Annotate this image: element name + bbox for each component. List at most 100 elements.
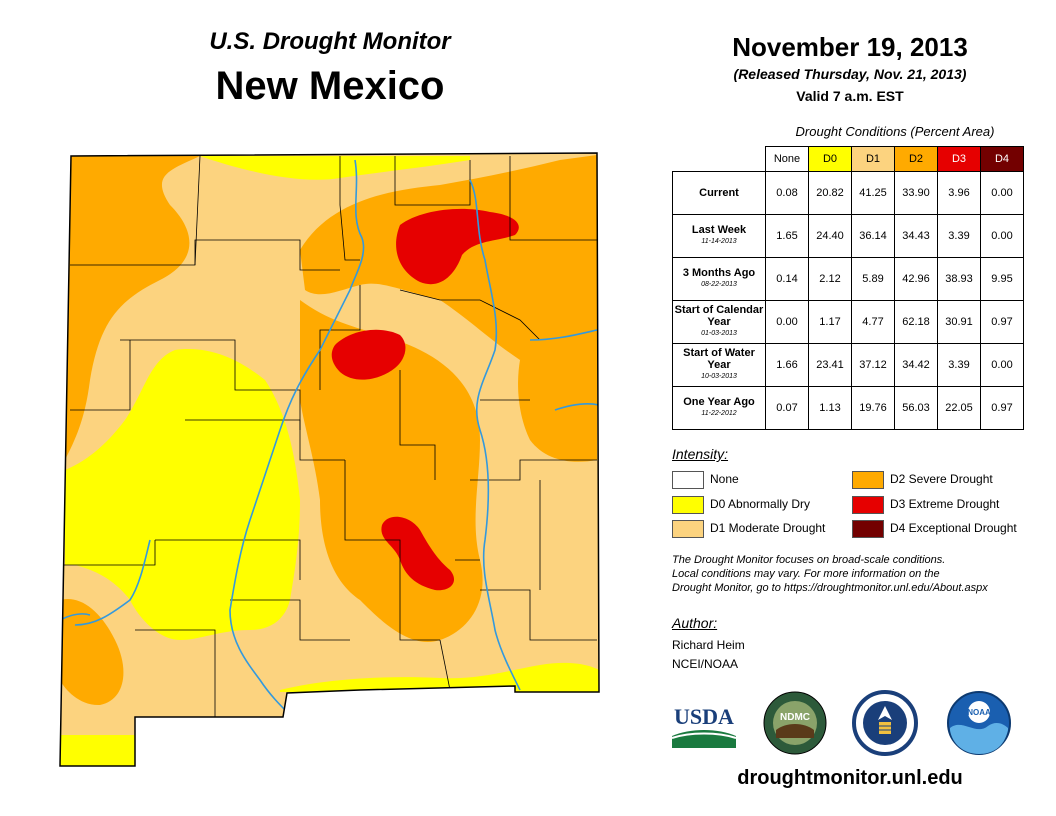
table-row: Start of Calendar Year 01-03-2013 0.00 1.17… [672, 300, 1024, 344]
table-cell: 62.18 [894, 300, 938, 344]
table-cell: 0.00 [765, 300, 809, 344]
row-date: 08-22-2013 [701, 281, 737, 288]
row-label: Current [672, 171, 766, 215]
table-cell: 0.97 [980, 386, 1024, 430]
state-outline [59, 152, 600, 767]
legend-item-d3: D3 Extreme Drought [852, 495, 1000, 514]
table-cell: 22.05 [937, 386, 981, 430]
table-row: Last Week 11-14-2013 1.65 24.40 36.14 34.43 3.… [672, 214, 1024, 258]
row-date: 11-22-2012 [701, 410, 737, 417]
legend-label: D2 Severe Drought [890, 472, 993, 486]
legend-item-d2: D2 Severe Drought [852, 470, 993, 489]
d3-area-northeast [396, 208, 519, 285]
legend-title: Intensity: [672, 446, 729, 462]
legend-item-d0: D0 Abnormally Dry [672, 495, 810, 514]
table-cell: 30.91 [937, 300, 981, 344]
table-cell: 3.39 [937, 214, 981, 258]
table-cell: 3.96 [937, 171, 981, 215]
row-label: Last Week 11-14-2013 [672, 214, 766, 258]
row-date: 10-03-2013 [701, 373, 737, 380]
svg-text:NDMC: NDMC [780, 712, 810, 723]
table-cell: 9.95 [980, 257, 1024, 301]
table-cell: 1.13 [808, 386, 852, 430]
table-row: Current 0.08 20.82 41.25 33.90 3.96 0.00 [672, 171, 1024, 215]
d0-area-west [65, 349, 300, 640]
table-cell: 24.40 [808, 214, 852, 258]
row-label: Start of Calendar Year 01-03-2013 [672, 300, 766, 344]
note-line: The Drought Monitor focuses on broad-sca… [672, 554, 946, 566]
table-row: One Year Ago 11-22-2012 0.07 1.13 19.76 56.03… [672, 386, 1024, 430]
d2-area-east [518, 330, 597, 462]
legend-label: D3 Extreme Drought [890, 497, 1000, 511]
map-date: November 19, 2013 [732, 32, 968, 62]
row-label: 3 Months Ago 08-22-2013 [672, 257, 766, 301]
table-cell: 34.43 [894, 214, 938, 258]
legend-swatch [852, 495, 884, 514]
row-label-text: Current [699, 187, 739, 199]
legend-swatch [672, 495, 704, 514]
author-org: NCEI/NOAA [672, 657, 739, 671]
county-boundaries [60, 155, 597, 717]
legend-item-d4: D4 Exceptional Drought [852, 519, 1017, 538]
table-cell: 56.03 [894, 386, 938, 430]
release-date: (Released Thursday, Nov. 21, 2013) [733, 66, 967, 82]
legend-swatch [672, 519, 704, 538]
col-header-d3: D3 [937, 146, 981, 172]
table-cell: 0.00 [980, 171, 1024, 215]
d0-area-north [200, 156, 470, 180]
table-cell: 34.42 [894, 343, 938, 387]
table-cell: 5.89 [851, 257, 895, 301]
conditions-caption: Drought Conditions (Percent Area) [795, 124, 995, 139]
d0-area-corner [60, 735, 135, 766]
table-cell: 37.12 [851, 343, 895, 387]
table-row: 3 Months Ago 08-22-2013 0.14 2.12 5.89 42.96 3… [672, 257, 1024, 301]
d3-area-south [381, 516, 455, 591]
row-label-text: Start of Calendar Year [674, 304, 764, 328]
noaa-logo: NOAA [947, 691, 1011, 755]
d3-area-center [331, 329, 406, 380]
col-header-none: None [765, 146, 809, 172]
table-corner [673, 147, 766, 172]
table-cell: 0.97 [980, 300, 1024, 344]
col-header-d0: D0 [808, 146, 852, 172]
website-url[interactable]: droughtmonitor.unl.edu [737, 767, 963, 789]
table-cell: 23.41 [808, 343, 852, 387]
row-label: One Year Ago 11-22-2012 [672, 386, 766, 430]
table-cell: 1.17 [808, 300, 852, 344]
table-cell: 4.77 [851, 300, 895, 344]
note-line: Drought Monitor, go to https://droughtmo… [672, 582, 988, 594]
legend-label: None [710, 472, 739, 486]
table-cell: 0.07 [765, 386, 809, 430]
d2-area-central [300, 300, 483, 642]
ndmc-logo: NDMC [763, 691, 827, 755]
svg-text:NOAA: NOAA [967, 708, 991, 717]
table-cell: 19.76 [851, 386, 895, 430]
drought-map [59, 152, 600, 767]
d2-area-northwest [65, 156, 200, 460]
table-cell: 20.82 [808, 171, 852, 215]
row-date: 11-14-2013 [701, 238, 737, 245]
table-cell: 2.12 [808, 257, 852, 301]
table-cell: 38.93 [937, 257, 981, 301]
author-name: Richard Heim [672, 638, 745, 652]
row-label-text: 3 Months Ago [682, 267, 756, 279]
d0-area-south [280, 662, 599, 692]
table-cell: 0.08 [765, 171, 809, 215]
col-header-d2: D2 [894, 146, 938, 172]
usda-logo: USDA [671, 704, 737, 748]
col-header-d4: D4 [980, 146, 1024, 172]
table-cell: 1.65 [765, 214, 809, 258]
doc-seal-logo [852, 690, 918, 756]
map-subtitle: U.S. Drought Monitor [209, 28, 451, 55]
table-cell: 1.66 [765, 343, 809, 387]
row-label-text: Last Week [691, 224, 747, 236]
table-cell: 0.00 [980, 343, 1024, 387]
table-cell: 3.39 [937, 343, 981, 387]
row-label-text: One Year Ago [683, 396, 755, 408]
author-title: Author: [672, 615, 718, 631]
rivers [60, 159, 599, 716]
table-header-row: None D0 D1 D2 D3 D4 [673, 146, 1024, 172]
table-cell: 36.14 [851, 214, 895, 258]
legend-swatch [852, 470, 884, 489]
legend-swatch [852, 519, 884, 538]
